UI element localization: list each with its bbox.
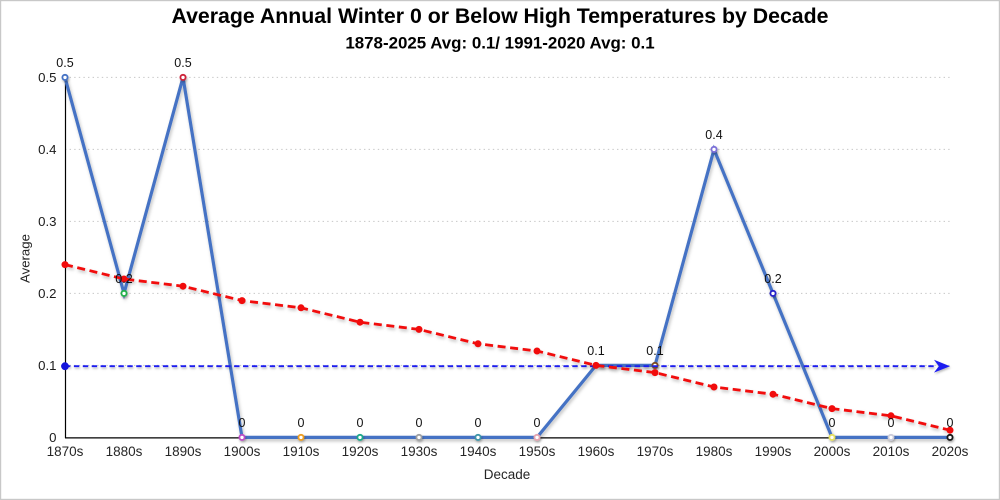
svg-text:Average: Average xyxy=(18,234,33,283)
svg-text:0: 0 xyxy=(475,416,482,430)
svg-text:0.2: 0.2 xyxy=(764,272,781,286)
svg-text:1980s: 1980s xyxy=(696,444,733,459)
svg-text:1890s: 1890s xyxy=(165,444,202,459)
svg-text:0: 0 xyxy=(239,416,246,430)
svg-text:0.5: 0.5 xyxy=(174,56,191,70)
svg-text:2010s: 2010s xyxy=(873,444,910,459)
svg-text:0: 0 xyxy=(298,416,305,430)
svg-text:Decade: Decade xyxy=(484,467,531,482)
svg-text:1930s: 1930s xyxy=(401,444,438,459)
svg-text:0.5: 0.5 xyxy=(56,56,73,70)
svg-text:1878-2025 Avg: 0.1/ 1991-2020: 1878-2025 Avg: 0.1/ 1991-2020 Avg: 0.1 xyxy=(345,34,654,53)
svg-text:0: 0 xyxy=(357,416,364,430)
svg-text:1900s: 1900s xyxy=(224,444,261,459)
svg-text:0: 0 xyxy=(829,416,836,430)
svg-text:0: 0 xyxy=(416,416,423,430)
svg-text:0.3: 0.3 xyxy=(38,214,56,229)
svg-text:1880s: 1880s xyxy=(106,444,143,459)
svg-text:0.4: 0.4 xyxy=(38,142,56,157)
svg-text:1870s: 1870s xyxy=(47,444,84,459)
svg-text:0.5: 0.5 xyxy=(38,70,56,85)
svg-text:Average Annual Winter 0 or Bel: Average Annual Winter 0 or Below High Te… xyxy=(171,4,828,28)
svg-text:0: 0 xyxy=(947,416,954,430)
svg-text:1970s: 1970s xyxy=(637,444,674,459)
svg-text:0: 0 xyxy=(49,430,56,445)
svg-text:1920s: 1920s xyxy=(342,444,379,459)
svg-text:0.2: 0.2 xyxy=(115,272,132,286)
svg-text:0: 0 xyxy=(888,416,895,430)
svg-text:1910s: 1910s xyxy=(283,444,320,459)
svg-text:1960s: 1960s xyxy=(578,444,615,459)
svg-text:0: 0 xyxy=(534,416,541,430)
svg-text:0.1: 0.1 xyxy=(646,344,663,358)
svg-text:2000s: 2000s xyxy=(814,444,851,459)
svg-text:0.1: 0.1 xyxy=(38,358,56,373)
svg-text:2020s: 2020s xyxy=(932,444,969,459)
svg-text:1950s: 1950s xyxy=(519,444,556,459)
svg-text:0.2: 0.2 xyxy=(38,286,56,301)
svg-text:1990s: 1990s xyxy=(755,444,792,459)
svg-text:0.1: 0.1 xyxy=(587,344,604,358)
svg-text:1940s: 1940s xyxy=(460,444,497,459)
svg-text:0.4: 0.4 xyxy=(705,128,722,142)
